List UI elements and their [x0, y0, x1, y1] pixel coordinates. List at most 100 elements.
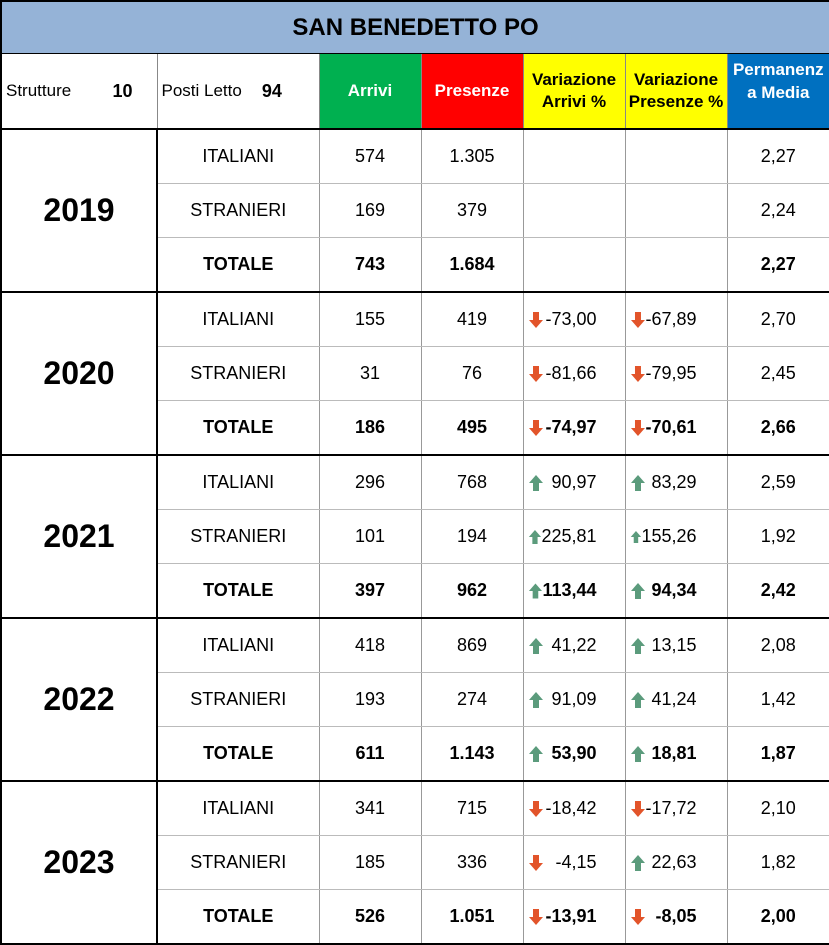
var-arrivi-cell: 91,09 — [523, 673, 625, 727]
presenze-cell: 194 — [421, 510, 523, 564]
row-label: ITALIANI — [157, 129, 319, 184]
row-label: TOTALE — [157, 727, 319, 782]
var-arrivi-cell-value: 113,44 — [542, 580, 596, 601]
arrivi-cell: 743 — [319, 238, 421, 293]
row-label: ITALIANI — [157, 618, 319, 673]
var-presenze-cell-content: 18,81 — [626, 743, 727, 764]
var-presenze-cell-content: 41,24 — [626, 689, 727, 710]
presenze-cell: 379 — [421, 184, 523, 238]
row-label: STRANIERI — [157, 510, 319, 564]
permanenza-cell: 2,70 — [727, 292, 829, 347]
arrow-up-icon — [528, 637, 544, 655]
row-label: ITALIANI — [157, 781, 319, 836]
row-label: TOTALE — [157, 238, 319, 293]
arrow-down-icon — [528, 419, 544, 437]
var-presenze-cell-value: 18,81 — [651, 743, 696, 764]
var-presenze-cell: -67,89 — [625, 292, 727, 347]
row-label: ITALIANI — [157, 292, 319, 347]
var-arrivi-cell: -13,91 — [523, 890, 625, 945]
year-cell: 2023 — [1, 781, 157, 944]
row-label: TOTALE — [157, 890, 319, 945]
posti-letto-cell: Posti Letto 94 — [157, 54, 319, 130]
permanenza-cell: 2,45 — [727, 347, 829, 401]
arrow-up-icon — [528, 745, 544, 763]
arrow-down-icon — [630, 419, 646, 437]
var-presenze-cell-content: 22,63 — [626, 852, 727, 873]
var-presenze-cell-value: 83,29 — [651, 472, 696, 493]
var-presenze-cell-value: -8,05 — [655, 906, 696, 927]
arrivi-cell: 341 — [319, 781, 421, 836]
var-presenze-cell: -8,05 — [625, 890, 727, 945]
permanenza-cell: 2,66 — [727, 401, 829, 456]
arrivi-cell: 31 — [319, 347, 421, 401]
year-cell: 2019 — [1, 129, 157, 292]
permanenza-cell: 2,10 — [727, 781, 829, 836]
strutture-cell: Strutture 10 — [1, 54, 157, 130]
arrow-up-icon — [630, 528, 642, 546]
presenze-cell: 1.143 — [421, 727, 523, 782]
presenze-cell: 1.305 — [421, 129, 523, 184]
var-arrivi-cell-value: 225,81 — [541, 526, 596, 547]
permanenza-header-line2: a Media — [728, 81, 829, 104]
var-arrivi-cell-value: -18,42 — [545, 798, 596, 819]
permanenza-cell: 2,27 — [727, 129, 829, 184]
arrivi-cell: 397 — [319, 564, 421, 619]
row-label: STRANIERI — [157, 347, 319, 401]
var-arrivi-cell-content: -13,91 — [524, 906, 625, 927]
arrow-down-icon — [528, 311, 544, 329]
var-arrivi-cell-content: 113,44 — [524, 580, 625, 601]
arrivi-cell: 418 — [319, 618, 421, 673]
arrivi-cell: 101 — [319, 510, 421, 564]
var-presenze-cell-value: 94,34 — [651, 580, 696, 601]
posti-letto-label: Posti Letto — [162, 81, 242, 101]
arrivi-cell: 611 — [319, 727, 421, 782]
arrivi-cell: 193 — [319, 673, 421, 727]
presenze-header: Presenze — [421, 54, 523, 130]
arrivi-cell: 155 — [319, 292, 421, 347]
var-presenze-cell: 13,15 — [625, 618, 727, 673]
arrivi-cell: 186 — [319, 401, 421, 456]
var-arrivi-cell — [523, 184, 625, 238]
var-presenze-cell: 22,63 — [625, 836, 727, 890]
arrow-down-icon — [528, 365, 544, 383]
presenze-cell: 274 — [421, 673, 523, 727]
var-arrivi-header-line1: Variazione — [524, 69, 625, 91]
var-arrivi-cell-value: -13,91 — [545, 906, 596, 927]
arrow-down-icon — [630, 908, 646, 926]
var-arrivi-cell-content: 225,81 — [524, 526, 625, 547]
var-arrivi-cell-content: -81,66 — [524, 363, 625, 384]
arrow-up-icon — [528, 528, 542, 546]
arrivi-header: Arrivi — [319, 54, 421, 130]
var-arrivi-cell-value: 91,09 — [551, 689, 596, 710]
year-cell: 2021 — [1, 455, 157, 618]
arrow-down-icon — [630, 800, 646, 818]
arrivi-cell: 574 — [319, 129, 421, 184]
var-presenze-cell-value: -70,61 — [645, 417, 696, 438]
var-arrivi-cell — [523, 129, 625, 184]
arrow-up-icon — [630, 474, 646, 492]
var-presenze-cell: 83,29 — [625, 455, 727, 510]
title-row: SAN BENEDETTO PO — [1, 1, 829, 54]
var-arrivi-header-line2: Arrivi % — [524, 91, 625, 113]
arrow-up-icon — [630, 745, 646, 763]
var-arrivi-cell-value: -4,15 — [555, 852, 596, 873]
var-presenze-header-line2: Presenze % — [626, 91, 727, 113]
var-arrivi-cell-content: -18,42 — [524, 798, 625, 819]
var-arrivi-cell: -4,15 — [523, 836, 625, 890]
presenze-cell: 336 — [421, 836, 523, 890]
row-label: ITALIANI — [157, 455, 319, 510]
permanenza-cell: 2,24 — [727, 184, 829, 238]
permanenza-header: Permanenz a Media — [727, 54, 829, 130]
presenze-cell: 1.684 — [421, 238, 523, 293]
permanenza-cell: 1,42 — [727, 673, 829, 727]
var-presenze-cell — [625, 184, 727, 238]
var-presenze-cell — [625, 238, 727, 293]
strutture-value: 10 — [112, 81, 132, 102]
permanenza-cell: 2,00 — [727, 890, 829, 945]
var-presenze-header-line1: Variazione — [626, 69, 727, 91]
